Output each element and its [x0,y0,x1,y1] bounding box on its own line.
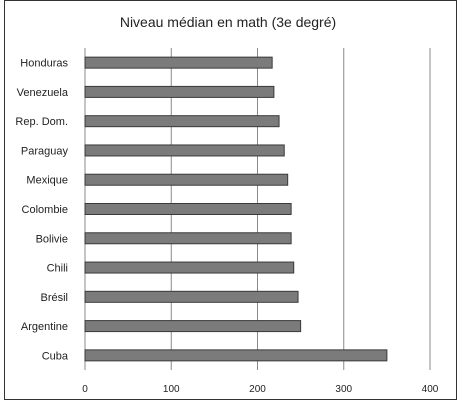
bar-mexique [84,173,289,186]
bar-paraguay [84,144,285,157]
category-label: Brésil [40,292,68,304]
category-label: Cuba [42,350,69,362]
bar-colombie [84,203,292,215]
bar-br-sil [84,290,299,303]
bar-argentine [84,320,302,333]
x-tick-label: 300 [335,384,352,395]
x-tick-label: 0 [82,384,88,395]
category-label: Mexique [26,175,68,187]
chart-title: Niveau médian en math (3e degré) [120,14,336,30]
category-label: Rep. Dom. [15,116,68,128]
category-label: Colombie [22,204,68,216]
x-tick-label: 100 [163,384,180,395]
x-tick-labels: 0 100 200 300 400 [82,384,439,395]
category-label: Bolivie [36,233,68,245]
bar-bolivie [84,232,292,245]
bar-honduras [84,56,273,69]
category-label: Argentine [21,321,68,333]
category-label: Venezuela [17,87,69,99]
bar-chili [84,261,295,274]
bar-cuba [84,349,388,362]
category-label: Paraguay [21,145,69,157]
bar-rep-dom [84,115,280,128]
bar-venezuela [84,85,275,98]
bars [84,56,388,362]
x-tick-label: 200 [249,384,266,395]
x-tick-label: 400 [422,384,439,395]
category-label: Chili [47,263,68,275]
category-label: Honduras [20,58,68,70]
category-labels: Honduras Venezuela Rep. Dom. Paraguay Mexiqu… [15,58,68,363]
